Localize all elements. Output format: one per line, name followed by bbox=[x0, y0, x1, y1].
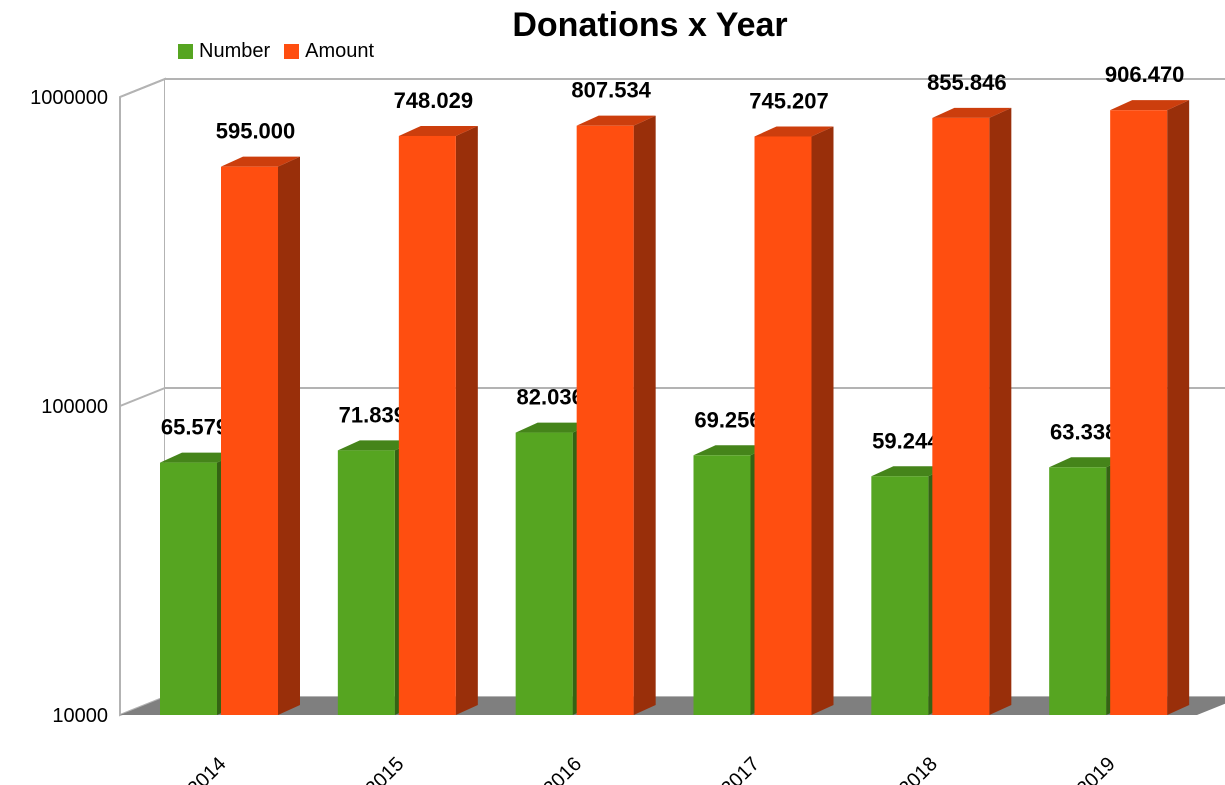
data-label: 595.000 bbox=[216, 119, 296, 144]
bar-amount bbox=[221, 166, 278, 715]
bar-top bbox=[160, 452, 239, 463]
x-tick-label: 2014 bbox=[184, 753, 231, 785]
bar-number bbox=[515, 432, 573, 715]
bar-top bbox=[337, 440, 417, 451]
data-label: 855.846 bbox=[927, 70, 1007, 95]
bar-amount bbox=[754, 136, 812, 715]
bar-number bbox=[871, 476, 929, 715]
legend: Number Amount bbox=[178, 40, 388, 63]
bar-side bbox=[1167, 100, 1190, 715]
bar-top bbox=[515, 422, 595, 433]
bar-side bbox=[989, 107, 1012, 715]
bar-top bbox=[871, 466, 951, 477]
x-tick-label: 2016 bbox=[539, 753, 586, 785]
legend-swatch-number bbox=[178, 44, 193, 59]
bar-side bbox=[278, 156, 300, 715]
data-label: 65.579 bbox=[161, 415, 228, 440]
bar-number bbox=[160, 462, 217, 715]
gridline bbox=[119, 78, 1225, 98]
bar-top bbox=[754, 126, 834, 137]
bar-amount bbox=[576, 125, 634, 715]
y-tick-label: 1000000 bbox=[30, 87, 108, 109]
data-label: 69.256 bbox=[694, 407, 761, 432]
x-tick-label: 2017 bbox=[717, 753, 764, 785]
bar-side bbox=[811, 126, 834, 715]
bar-top bbox=[932, 107, 1012, 118]
data-label: 807.534 bbox=[571, 78, 651, 103]
bar-top bbox=[576, 115, 656, 126]
data-label: 906.470 bbox=[1105, 62, 1185, 87]
bar-number bbox=[337, 450, 395, 715]
bar-number bbox=[1049, 467, 1107, 715]
y-tick-label: 10000 bbox=[52, 705, 108, 727]
bar-amount bbox=[932, 117, 990, 715]
bar-side bbox=[455, 125, 478, 715]
data-label: 745.207 bbox=[749, 88, 829, 113]
data-label: 748.029 bbox=[394, 88, 474, 113]
y-tick-label: 100000 bbox=[41, 396, 108, 418]
legend-label-amount: Amount bbox=[305, 40, 375, 62]
bar-top bbox=[398, 125, 478, 136]
bar-amount bbox=[1110, 110, 1168, 715]
bar-top bbox=[1110, 100, 1190, 111]
bar-amount bbox=[398, 135, 456, 715]
bar-top bbox=[693, 445, 773, 456]
chart-title: Donations x Year bbox=[512, 6, 788, 44]
legend-swatch-amount bbox=[284, 44, 300, 59]
x-tick-label: 2018 bbox=[895, 753, 942, 785]
data-label: 71.839 bbox=[339, 402, 406, 427]
bar-top bbox=[1049, 457, 1129, 468]
gridline bbox=[119, 387, 1225, 407]
bar-top bbox=[221, 156, 300, 167]
data-label: 82.036 bbox=[517, 385, 584, 410]
data-label: 59.244 bbox=[872, 428, 940, 453]
bar-number bbox=[693, 455, 751, 715]
legend-label-number: Number bbox=[199, 40, 271, 62]
x-tick-label: 2015 bbox=[361, 753, 408, 785]
legend-item-amount: Amount bbox=[284, 40, 374, 63]
legend-item-number: Number bbox=[178, 40, 270, 63]
x-tick-label: 2019 bbox=[1073, 753, 1120, 785]
bar-side bbox=[633, 115, 656, 715]
data-label: 63.338 bbox=[1050, 419, 1117, 444]
